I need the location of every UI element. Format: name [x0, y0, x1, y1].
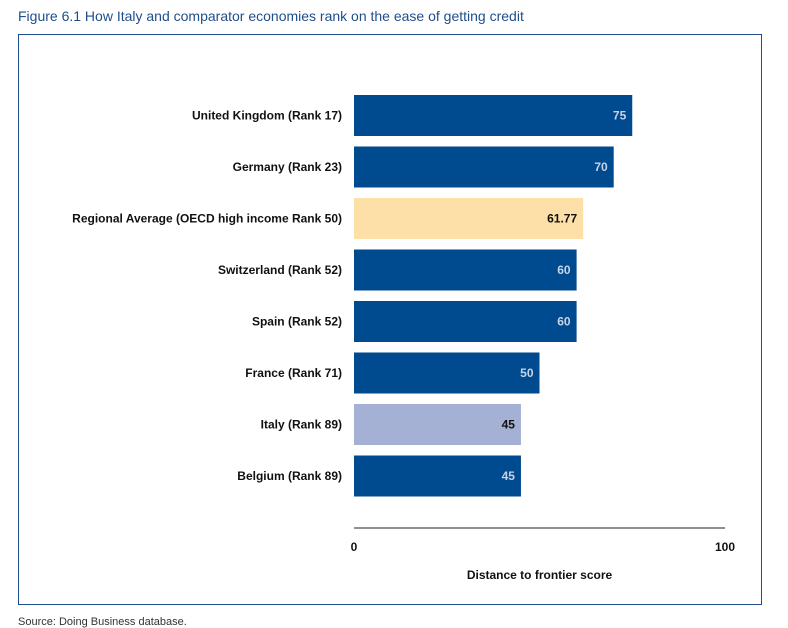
bar: [354, 249, 577, 291]
bar-value-label: 45: [502, 418, 516, 432]
figure-title: Figure 6.1 How Italy and comparator econ…: [18, 8, 524, 24]
bar: [354, 95, 633, 136]
bar-value-label: 70: [594, 160, 608, 174]
category-label: Regional Average (OECD high income Rank …: [72, 212, 342, 226]
bar: [354, 198, 584, 239]
bar: [354, 146, 614, 188]
bar: [354, 301, 577, 342]
x-tick-label: 100: [715, 540, 735, 554]
bar: [354, 455, 521, 497]
bar-value-label: 60: [557, 263, 571, 277]
source-note: Source: Doing Business database.: [18, 616, 187, 628]
category-label: Switzerland (Rank 52): [218, 263, 342, 277]
bar: [354, 352, 540, 394]
bar-value-label: 50: [520, 366, 534, 380]
category-label: France (Rank 71): [245, 366, 342, 380]
bar-value-label: 61.77: [547, 212, 577, 226]
category-label: Belgium (Rank 89): [237, 469, 342, 483]
category-label: United Kingdom (Rank 17): [192, 109, 342, 123]
bar-value-label: 60: [557, 315, 571, 329]
category-label: Spain (Rank 52): [252, 315, 342, 329]
bar-value-label: 75: [613, 109, 627, 123]
x-axis-title: Distance to frontier score: [467, 568, 613, 582]
category-label: Italy (Rank 89): [261, 418, 342, 432]
category-label: Germany (Rank 23): [233, 160, 342, 174]
bar: [354, 404, 521, 445]
x-tick-label: 0: [351, 540, 358, 554]
bar-value-label: 45: [502, 469, 516, 483]
